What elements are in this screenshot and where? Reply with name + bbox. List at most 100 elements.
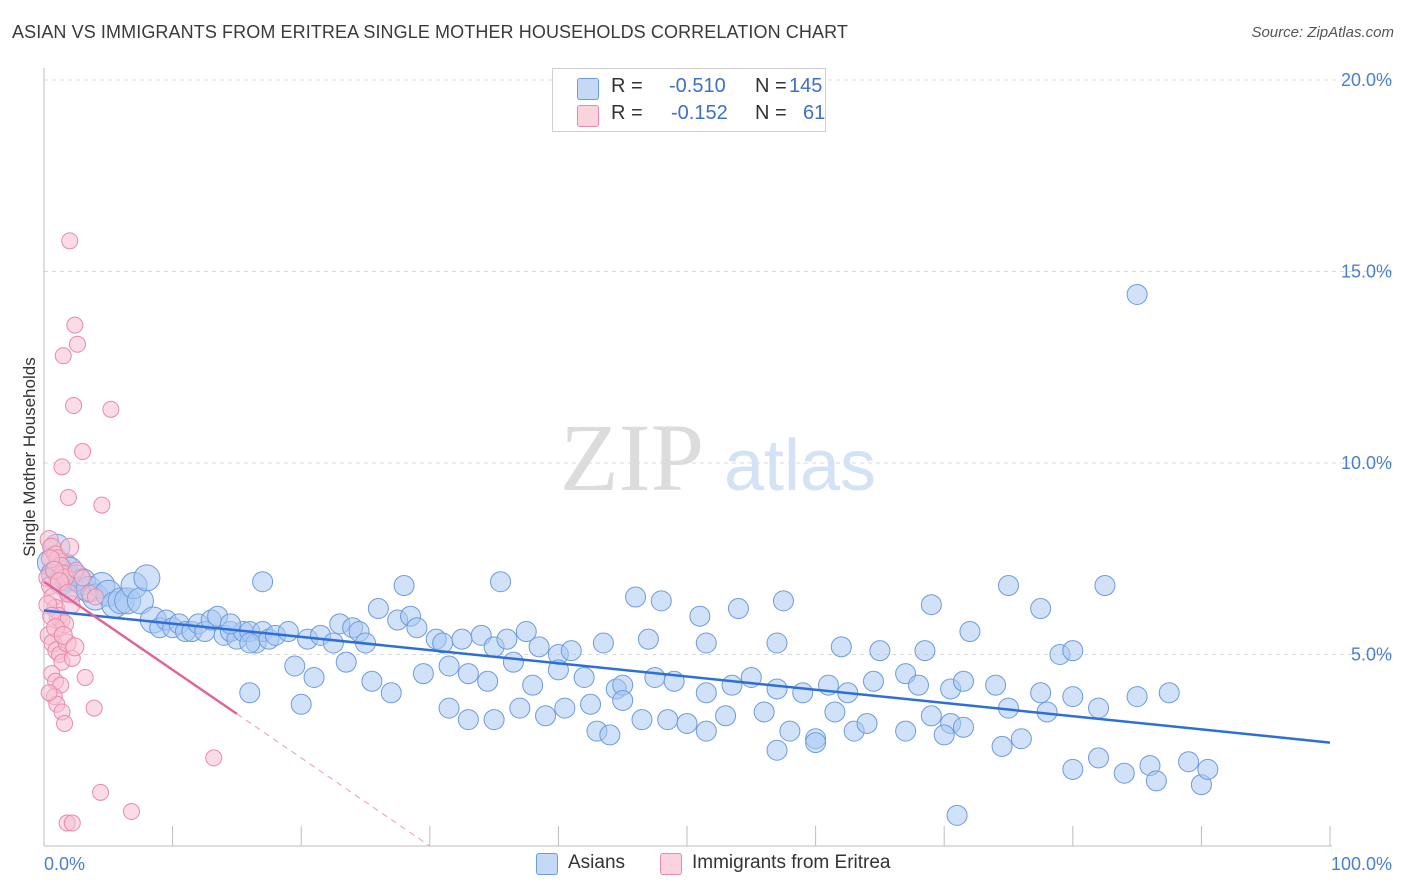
data-point [657, 709, 679, 731]
data-point [65, 397, 83, 415]
data-point [644, 666, 666, 688]
data-point [361, 670, 383, 692]
data-point [766, 678, 788, 700]
data-point [93, 496, 111, 514]
trend-lines [43, 580, 1331, 847]
data-point [1126, 283, 1148, 305]
data-point [66, 316, 84, 334]
data-point [53, 625, 73, 645]
data-point [535, 705, 557, 727]
legend-n-value: 145 [789, 75, 823, 97]
data-point [61, 232, 79, 250]
data-point [862, 670, 884, 692]
chart-title: ASIAN VS IMMIGRANTS FROM ERITREA SINGLE … [12, 22, 848, 42]
data-point [68, 335, 86, 353]
data-point [869, 640, 891, 662]
tick-labels: 5.0% 10.0% 15.0% 20.0% 0.0% 100.0% [44, 70, 1392, 874]
watermark-atlas: atlas [724, 426, 876, 506]
data-point [959, 621, 981, 643]
legend-n-label: N = [755, 102, 787, 124]
series-asians [36, 283, 1219, 826]
data-point [907, 674, 929, 696]
data-point [554, 697, 576, 719]
data-point [122, 803, 140, 821]
data-point [1094, 575, 1116, 597]
data-point [76, 668, 94, 686]
data-point [779, 720, 801, 742]
axes [43, 68, 1332, 847]
x-tick-label: 0.0% [44, 854, 85, 874]
data-point [367, 598, 389, 620]
data-point [952, 670, 974, 692]
data-point [502, 651, 524, 673]
data-point [205, 749, 223, 767]
data-point [1158, 682, 1180, 704]
data-point [380, 682, 402, 704]
data-point [490, 571, 512, 593]
data-point [985, 674, 1007, 696]
data-point [689, 605, 711, 627]
data-point [580, 693, 602, 715]
data-point [59, 488, 77, 506]
data-point [625, 586, 647, 608]
y-tick-label: 20.0% [1341, 70, 1392, 90]
data-point [1030, 598, 1052, 620]
data-point [920, 594, 942, 616]
data-point [406, 617, 428, 639]
data-point [63, 814, 81, 832]
data-point [895, 720, 917, 742]
data-point [239, 632, 261, 654]
data-point [676, 712, 698, 734]
data-point [612, 689, 634, 711]
data-point [637, 628, 659, 650]
legend-swatch-asians [577, 78, 599, 100]
data-point [451, 628, 473, 650]
bottom-swatch-asians [536, 853, 558, 875]
data-point [92, 783, 110, 801]
data-point [998, 575, 1019, 597]
y-axis-label: Single Mother Households [20, 357, 39, 556]
data-point [952, 716, 974, 738]
data-point [933, 724, 955, 746]
trend-line-eritrea-extension [236, 713, 431, 847]
data-point [509, 697, 531, 719]
correlation-legend: R = -0.510 N = 145 R = -0.152 N = 61 [552, 68, 826, 132]
data-point [412, 663, 434, 685]
data-point [805, 732, 827, 754]
trend-line-asians [43, 609, 1331, 744]
grid-lines [44, 79, 1392, 655]
data-point [515, 621, 537, 643]
data-point [284, 655, 306, 677]
bottom-legend-label: Asians [568, 852, 626, 873]
data-point [53, 458, 71, 476]
data-point [792, 682, 814, 704]
data-point [1178, 751, 1200, 773]
data-point [695, 682, 717, 704]
data-point [573, 666, 595, 688]
y-tick-label: 10.0% [1341, 453, 1392, 473]
legend-n-value: 61 [803, 102, 826, 124]
data-point [85, 699, 103, 717]
data-point [946, 804, 968, 826]
source-label: Source: ZipAtlas.com [1251, 24, 1394, 41]
data-point [457, 709, 479, 731]
bottom-legend-label: Immigrants from Eritrea [692, 852, 891, 873]
series-eritrea [38, 232, 223, 832]
watermark-zip: ZIP [560, 404, 704, 511]
data-point [695, 720, 717, 742]
data-point [560, 640, 582, 662]
data-point [65, 637, 85, 657]
y-tick-label: 5.0% [1351, 645, 1392, 665]
data-point [1088, 697, 1110, 719]
data-point [1062, 758, 1084, 780]
data-point [991, 735, 1013, 757]
data-point [715, 705, 737, 727]
bottom-swatch-eritrea [660, 853, 682, 875]
watermark: ZIP atlas [560, 404, 876, 511]
data-point [753, 701, 775, 723]
legend-r-label: R = [611, 75, 643, 97]
data-point [483, 709, 505, 731]
data-point [74, 443, 92, 461]
data-point [54, 347, 72, 365]
